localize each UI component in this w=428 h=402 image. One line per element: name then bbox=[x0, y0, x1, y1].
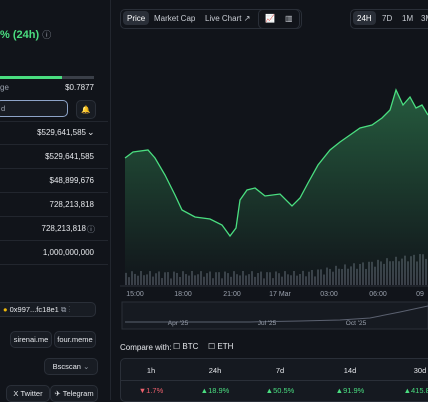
navigator-label: Oct '25 bbox=[345, 320, 367, 327]
tab[interactable]: Market Cap bbox=[154, 13, 196, 23]
social-text: Telegram bbox=[62, 389, 94, 398]
search-text: d bbox=[1, 104, 6, 113]
change-value: 18.9% bbox=[208, 386, 230, 395]
range-tab[interactable]: 1M bbox=[402, 13, 414, 23]
link-button[interactable]: sirenai.me bbox=[10, 331, 52, 348]
range-tab[interactable]: 3M bbox=[421, 13, 428, 23]
tab-group bbox=[120, 9, 300, 29]
stat-value: $529,641,585 bbox=[45, 152, 94, 161]
x-label: 18:00 bbox=[174, 291, 192, 298]
explorer-text: Bscscan bbox=[52, 362, 81, 371]
line-icon[interactable]: 📈 bbox=[265, 13, 275, 23]
change-text: % (24h) bbox=[0, 29, 40, 41]
sidebar bbox=[0, 0, 111, 400]
table-cell: ▼1.7% bbox=[138, 386, 164, 395]
link-button[interactable]: four.meme bbox=[54, 331, 96, 348]
divider bbox=[0, 264, 108, 265]
compare-text: ETH bbox=[217, 342, 234, 351]
table-cell: ▲91.9% bbox=[335, 386, 365, 395]
dropdown-icon: ⌄ bbox=[87, 127, 95, 137]
compare-label: Compare with: bbox=[120, 343, 172, 352]
tab-text: Live Chart bbox=[205, 13, 242, 23]
table-cell: ▲18.9% bbox=[200, 386, 230, 395]
chart-type-group bbox=[258, 9, 302, 29]
stat-value: 1,000,000,000 bbox=[42, 248, 94, 257]
range-label: ge bbox=[0, 83, 9, 92]
range-fill bbox=[0, 76, 62, 79]
x-label: 15:00 bbox=[126, 291, 144, 298]
stat-value: 728,213,818 bbox=[41, 224, 87, 233]
social-button[interactable]: ✈ Telegram bbox=[50, 385, 98, 402]
social-text: Twitter bbox=[20, 389, 43, 398]
search-input[interactable]: d bbox=[0, 100, 68, 117]
x-label: 03:00 bbox=[320, 291, 338, 298]
candle-icon[interactable]: ▥ bbox=[285, 13, 293, 23]
change-value: 1.7% bbox=[146, 386, 164, 395]
divider bbox=[0, 168, 108, 169]
navigator-line bbox=[125, 305, 428, 323]
table-header: 14d bbox=[343, 366, 357, 375]
range-track bbox=[62, 76, 94, 79]
table-cell: ▲415.8% bbox=[398, 386, 428, 395]
x-label: 17 Mar bbox=[269, 291, 291, 298]
divider bbox=[0, 144, 108, 145]
table-divider bbox=[120, 380, 428, 381]
stat-value: 728,213,818 bbox=[49, 200, 95, 209]
change-24h: % (24h) ⓘ bbox=[0, 29, 52, 41]
social-button[interactable]: X Twitter bbox=[6, 385, 50, 402]
contract-button[interactable]: ● 0x997...fc18e1 ⧉ ⋮ bbox=[0, 302, 96, 317]
alert-button[interactable]: 🔔 bbox=[76, 100, 96, 119]
divider bbox=[0, 121, 108, 122]
stat-value: $48,899,676 bbox=[49, 176, 95, 185]
tab[interactable]: Live Chart ↗ bbox=[205, 13, 251, 23]
range-group bbox=[350, 9, 428, 29]
stat-value: $529,641,585 bbox=[37, 128, 86, 137]
navigator-label: Jul '25 bbox=[257, 320, 277, 327]
divider bbox=[0, 216, 108, 217]
table-header: 30d bbox=[413, 366, 427, 375]
divider bbox=[0, 192, 108, 193]
x-label: 09 bbox=[416, 291, 424, 298]
navigator-label: Apr '25 bbox=[167, 320, 189, 327]
contract-text: 0x997...fc18e1 bbox=[9, 305, 59, 314]
compare-option[interactable]: ☐ BTC bbox=[173, 342, 199, 351]
compare-text: BTC bbox=[182, 342, 199, 351]
info-icon: ⓘ bbox=[87, 225, 95, 234]
x-label: 21:00 bbox=[223, 291, 241, 298]
navigator[interactable] bbox=[121, 301, 428, 330]
change-value: 50.5% bbox=[273, 386, 295, 395]
change-value: 415.8% bbox=[411, 386, 428, 395]
price-area bbox=[125, 90, 428, 285]
table-header: 1h bbox=[146, 366, 156, 375]
price-chart bbox=[120, 88, 428, 330]
table-cell: ▲50.5% bbox=[265, 386, 295, 395]
table-header: 7d bbox=[275, 366, 285, 375]
x-label: 06:00 bbox=[369, 291, 387, 298]
divider bbox=[0, 240, 108, 241]
range-high: $0.7877 bbox=[65, 83, 94, 92]
range-tab[interactable]: 24H bbox=[353, 11, 376, 25]
range-tab[interactable]: 7D bbox=[382, 13, 393, 23]
price-line bbox=[124, 88, 428, 238]
social-icon: X bbox=[13, 389, 19, 398]
table-header: 24h bbox=[208, 366, 222, 375]
change-value: 91.9% bbox=[343, 386, 365, 395]
tab[interactable]: Price bbox=[123, 11, 150, 25]
compare-option[interactable]: ☐ ETH bbox=[208, 342, 234, 351]
explorer-button[interactable]: Bscscan ⌄ bbox=[44, 358, 98, 375]
